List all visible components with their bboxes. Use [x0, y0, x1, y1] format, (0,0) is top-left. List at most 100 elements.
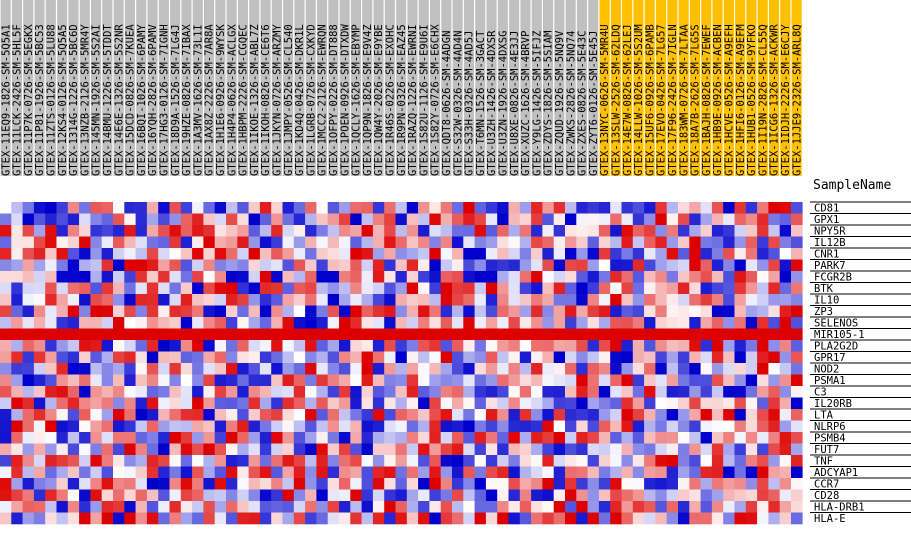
heatmap-cell: [158, 271, 170, 283]
heatmap-cell: [418, 489, 430, 502]
heatmap-cell: [779, 420, 792, 433]
heatmap-cell: [587, 466, 600, 479]
column-label: GTEX-ZXES-0826-SM-5E43C: [577, 31, 589, 176]
heatmap-cell: [293, 351, 306, 364]
heatmap-cell: [485, 213, 498, 226]
column-label: GTEX-15UF6-0926-SM-6PAMB: [644, 24, 656, 176]
heatmap-cell: [757, 271, 769, 283]
column-header-bg: [91, 0, 102, 176]
heatmap-cell: [497, 328, 509, 341]
heatmap-cell: [632, 489, 645, 502]
heatmap-cell: [101, 225, 114, 237]
heatmap-cell: [101, 420, 114, 433]
heatmap-cell: [700, 455, 713, 467]
heatmap-cell: [689, 271, 701, 283]
heatmap-cell: [553, 282, 566, 295]
heatmap-cell: [757, 351, 769, 364]
heatmap-cell: [497, 340, 509, 352]
heatmap-cell: [113, 397, 125, 410]
heatmap-cell: [327, 363, 340, 375]
heatmap-cell: [56, 340, 69, 352]
heatmap-cell: [293, 340, 306, 352]
heatmap-cell: [372, 478, 385, 490]
heatmap-cell: [565, 512, 577, 525]
heatmap-cell: [146, 259, 159, 272]
column-label: GTEX-1JMPY-0526-SM-CL540: [283, 24, 295, 176]
heatmap-cell: [644, 386, 656, 398]
heatmap-cell: [372, 248, 385, 260]
heatmap-cell: [101, 478, 114, 490]
heatmap-cell: [689, 374, 701, 387]
heatmap-cell: [56, 271, 69, 283]
heatmap-cell: [90, 397, 102, 410]
heatmap-cell: [519, 420, 532, 433]
heatmap-cell: [135, 386, 148, 398]
heatmap-cell: [700, 340, 713, 352]
heatmap-cell: [350, 443, 362, 456]
heatmap-cell: [429, 317, 441, 329]
heatmap-cell: [192, 397, 204, 410]
heatmap-cell: [565, 466, 577, 479]
heatmap-cell: [745, 202, 758, 214]
heatmap-cell: [644, 317, 656, 329]
heatmap-cell: [101, 443, 114, 456]
heatmap-cell: [305, 455, 317, 467]
heatmap-cell: [45, 374, 57, 387]
heatmap-cell: [79, 328, 91, 341]
heatmap-cell: [700, 409, 713, 421]
heatmap-cell: [791, 248, 803, 260]
heatmap-cell: [90, 340, 102, 352]
heatmap-cell: [180, 420, 193, 433]
heatmap-cell: [214, 213, 227, 226]
heatmap-cell: [203, 501, 215, 513]
heatmap-cell: [248, 466, 261, 479]
heatmap-cell: [124, 294, 136, 306]
column-header-bg: [430, 0, 441, 176]
heatmap-cell: [192, 236, 204, 249]
heatmap-cell: [440, 225, 453, 237]
heatmap-cell: [113, 236, 125, 249]
heatmap-cell: [519, 202, 532, 214]
heatmap-cell: [429, 478, 441, 490]
heatmap-cell: [79, 409, 91, 421]
heatmap-cell: [440, 351, 453, 364]
heatmap-cell: [711, 340, 724, 352]
heatmap-cell: [745, 225, 758, 237]
heatmap-cell: [700, 363, 713, 375]
heatmap-cell: [124, 271, 136, 283]
column-label: GTEX-1RAZQ-1226-SM-EWRNI: [407, 24, 419, 176]
heatmap-cell: [113, 351, 125, 364]
heatmap-cell: [700, 351, 713, 364]
heatmap-cell: [452, 282, 464, 295]
column-header-bg: [588, 0, 599, 176]
heatmap-cell: [113, 478, 125, 490]
heatmap-cell: [779, 501, 792, 513]
heatmap-cell: [553, 317, 566, 329]
heatmap-cell: [350, 225, 362, 237]
column-header-bg: [170, 0, 181, 176]
heatmap-cell: [666, 489, 679, 502]
heatmap-cell: [372, 409, 385, 421]
heatmap-cell: [271, 397, 283, 410]
heatmap-cell: [429, 305, 441, 318]
heatmap-cell: [734, 282, 747, 295]
heatmap-cell: [203, 443, 215, 456]
heatmap-cell: [90, 271, 102, 283]
column-header-bg: [531, 0, 542, 176]
heatmap-cell: [644, 466, 656, 479]
heatmap-cell: [259, 317, 272, 329]
heatmap-cell: [56, 282, 69, 295]
heatmap-cell: [429, 466, 441, 479]
heatmap-cell: [519, 328, 532, 341]
heatmap-cell: [474, 213, 487, 226]
row-label-lines: [810, 201, 911, 513]
heatmap-cell: [327, 386, 340, 398]
heatmap-cell: [474, 340, 487, 352]
heatmap-cell: [768, 202, 780, 214]
heatmap-cell: [734, 202, 747, 214]
heatmap-cell: [553, 374, 566, 387]
heatmap-cell: [282, 478, 295, 490]
heatmap-cell: [497, 305, 509, 318]
heatmap-cell: [689, 409, 701, 421]
heatmap-cell: [497, 248, 509, 260]
